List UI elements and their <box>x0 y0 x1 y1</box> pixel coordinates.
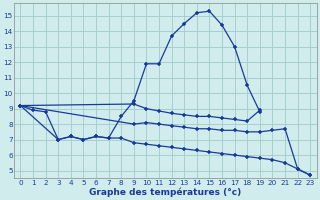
X-axis label: Graphe des températures (°c): Graphe des températures (°c) <box>89 187 242 197</box>
